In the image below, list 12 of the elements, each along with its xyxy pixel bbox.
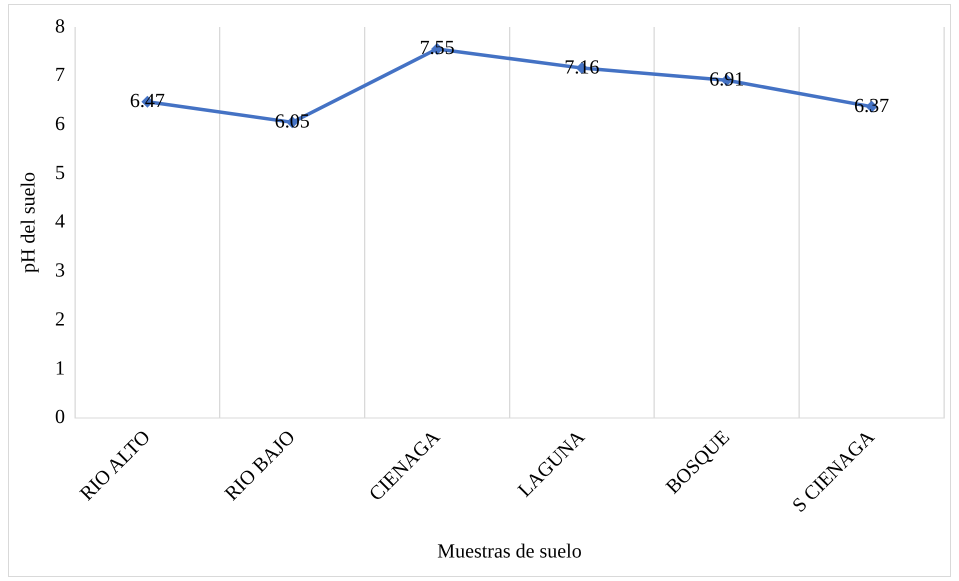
y-tick-label: 5: [55, 162, 65, 184]
y-tick-label: 3: [55, 260, 65, 282]
y-tick-label: 1: [55, 357, 65, 380]
y-tick-label: 0: [55, 406, 65, 428]
y-tick-label: 4: [55, 210, 65, 233]
y-tick-label: 6: [55, 113, 65, 135]
y-axis-title: pH del suelo: [17, 172, 40, 274]
y-tick-label: 2: [55, 308, 65, 330]
data-label: 6.91: [709, 68, 744, 91]
y-tick-label: 7: [55, 64, 65, 86]
y-tick-label: 8: [55, 15, 65, 38]
x-axis-title: Muestras de suelo: [437, 540, 582, 562]
